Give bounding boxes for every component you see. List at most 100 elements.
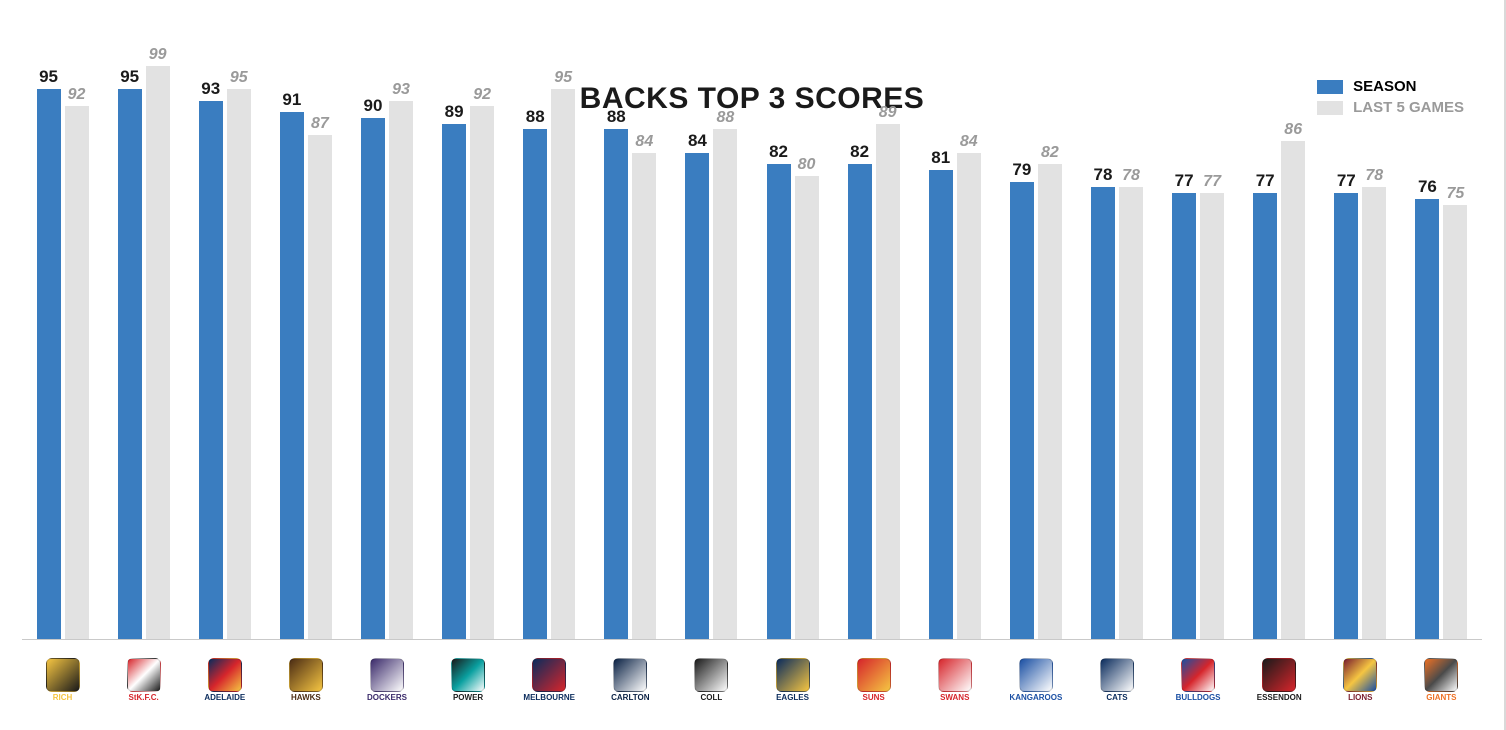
bar-value-season: 82	[850, 142, 869, 164]
bar-season: 95	[118, 89, 142, 639]
bar-group: 7778	[1320, 60, 1401, 639]
team-short-name: ESSENDON	[1257, 694, 1302, 703]
bar-season: 78	[1091, 187, 1115, 639]
team-logo-icon: CARLTON	[604, 654, 656, 706]
bar-value-last5: 80	[798, 156, 816, 176]
bar-group: 8488	[671, 60, 752, 639]
team-short-name: MELBOURNE	[523, 694, 575, 703]
bar-last5: 78	[1362, 187, 1386, 639]
bar-last5: 92	[470, 106, 494, 639]
team-short-name: SWANS	[940, 694, 969, 703]
bar-group: 9395	[184, 60, 265, 639]
x-axis-label: EAGLES	[752, 648, 833, 712]
bar-value-last5: 77	[1203, 173, 1221, 193]
bar-value-last5: 84	[635, 133, 653, 153]
bar-group: 8895	[509, 60, 590, 639]
bar-last5: 80	[795, 176, 819, 639]
bar-season: 91	[280, 112, 304, 639]
team-logo-icon: ESSENDON	[1253, 654, 1305, 706]
x-axis-label: POWER	[428, 648, 509, 712]
team-logo-icon: SWANS	[929, 654, 981, 706]
bar-value-last5: 95	[554, 69, 572, 89]
bar-group: 9599	[103, 60, 184, 639]
x-axis-label: COLL	[671, 648, 752, 712]
x-axis-label: MELBOURNE	[509, 648, 590, 712]
team-logo-icon: LIONS	[1334, 654, 1386, 706]
bar-value-last5: 78	[1365, 167, 1383, 187]
bar-season: 77	[1253, 193, 1277, 639]
team-short-name: RICH	[53, 694, 73, 703]
bar-season: 88	[604, 129, 628, 639]
team-short-name: CATS	[1106, 694, 1127, 703]
bar-last5: 75	[1443, 205, 1467, 639]
bar-value-last5: 92	[473, 86, 491, 106]
x-axis-label: KANGAROOS	[995, 648, 1076, 712]
team-logo-icon: BULLDOGS	[1172, 654, 1224, 706]
team-short-name: HAWKS	[291, 694, 321, 703]
bar-last5: 77	[1200, 193, 1224, 639]
x-axis-label: SWANS	[914, 648, 995, 712]
team-short-name: COLL	[701, 694, 723, 703]
bar-season: 93	[199, 101, 223, 639]
plot-area: 9592959993959187909389928895888484888280…	[22, 60, 1482, 640]
bar-group: 7878	[1076, 60, 1157, 639]
team-short-name: ADELAIDE	[204, 694, 245, 703]
bar-value-season: 95	[39, 67, 58, 89]
bar-value-season: 79	[1012, 160, 1031, 182]
bar-last5: 88	[713, 129, 737, 639]
team-short-name: SUNS	[863, 694, 885, 703]
x-axis-label: StK.F.C.	[103, 648, 184, 712]
bar-last5: 84	[957, 153, 981, 639]
bar-value-last5: 82	[1041, 144, 1059, 164]
x-axis-label: SUNS	[833, 648, 914, 712]
bar-group: 9592	[22, 60, 103, 639]
bar-value-last5: 78	[1122, 167, 1140, 187]
team-logo-icon: HAWKS	[280, 654, 332, 706]
bar-last5: 89	[876, 124, 900, 639]
bar-value-season: 90	[364, 96, 383, 118]
bar-value-season: 76	[1418, 177, 1437, 199]
bar-value-last5: 84	[960, 133, 978, 153]
chart-container: BACKS TOP 3 SCORES SEASON LAST 5 GAMES 9…	[0, 0, 1506, 730]
bar-value-last5: 75	[1447, 185, 1465, 205]
bar-group: 79 82	[995, 60, 1076, 639]
bar-value-season: 91	[282, 90, 301, 112]
bar-value-last5: 93	[392, 81, 410, 101]
team-logo-icon: StK.F.C.	[118, 654, 170, 706]
bar-value-season: 89	[445, 102, 464, 124]
bar-groups: 9592959993959187909389928895888484888280…	[22, 60, 1482, 639]
bar-season: 82	[848, 164, 872, 639]
bar-season: 90	[361, 118, 385, 639]
x-axis-label: CATS	[1076, 648, 1157, 712]
x-axis-label: LIONS	[1320, 648, 1401, 712]
bar-group: 88 84	[590, 60, 671, 639]
bar-season: 84	[685, 153, 709, 639]
bar-value-last5: 89	[879, 104, 897, 124]
team-logo-icon: RICH	[37, 654, 89, 706]
x-axis-label: BULLDOGS	[1158, 648, 1239, 712]
team-short-name: BULLDOGS	[1176, 694, 1221, 703]
bar-last5: 99	[146, 66, 170, 639]
team-short-name: StK.F.C.	[129, 694, 159, 703]
x-axis-label: CARLTON	[590, 648, 671, 712]
bar-last5: 86	[1281, 141, 1305, 639]
team-logo-icon: DOCKERS	[361, 654, 413, 706]
bar-group: 8289	[833, 60, 914, 639]
bar-last5: 82	[1038, 164, 1062, 639]
bar-group: 7777	[1158, 60, 1239, 639]
x-axis-label: ADELAIDE	[184, 648, 265, 712]
bar-last5: 93	[389, 101, 413, 639]
bar-value-season: 78	[1094, 165, 1113, 187]
bar-last5: 87	[308, 135, 332, 639]
team-logo-icon: POWER	[442, 654, 494, 706]
team-logo-icon: EAGLES	[767, 654, 819, 706]
team-logo-icon: KANGAROOS	[1010, 654, 1062, 706]
team-logo-icon: MELBOURNE	[523, 654, 575, 706]
x-axis-label: GIANTS	[1401, 648, 1482, 712]
bar-value-season: 93	[201, 79, 220, 101]
team-logo-icon: COLL	[685, 654, 737, 706]
team-short-name: DOCKERS	[367, 694, 407, 703]
bar-value-season: 81	[931, 148, 950, 170]
bar-value-last5: 87	[311, 115, 329, 135]
bar-group: 76 75	[1401, 60, 1482, 639]
